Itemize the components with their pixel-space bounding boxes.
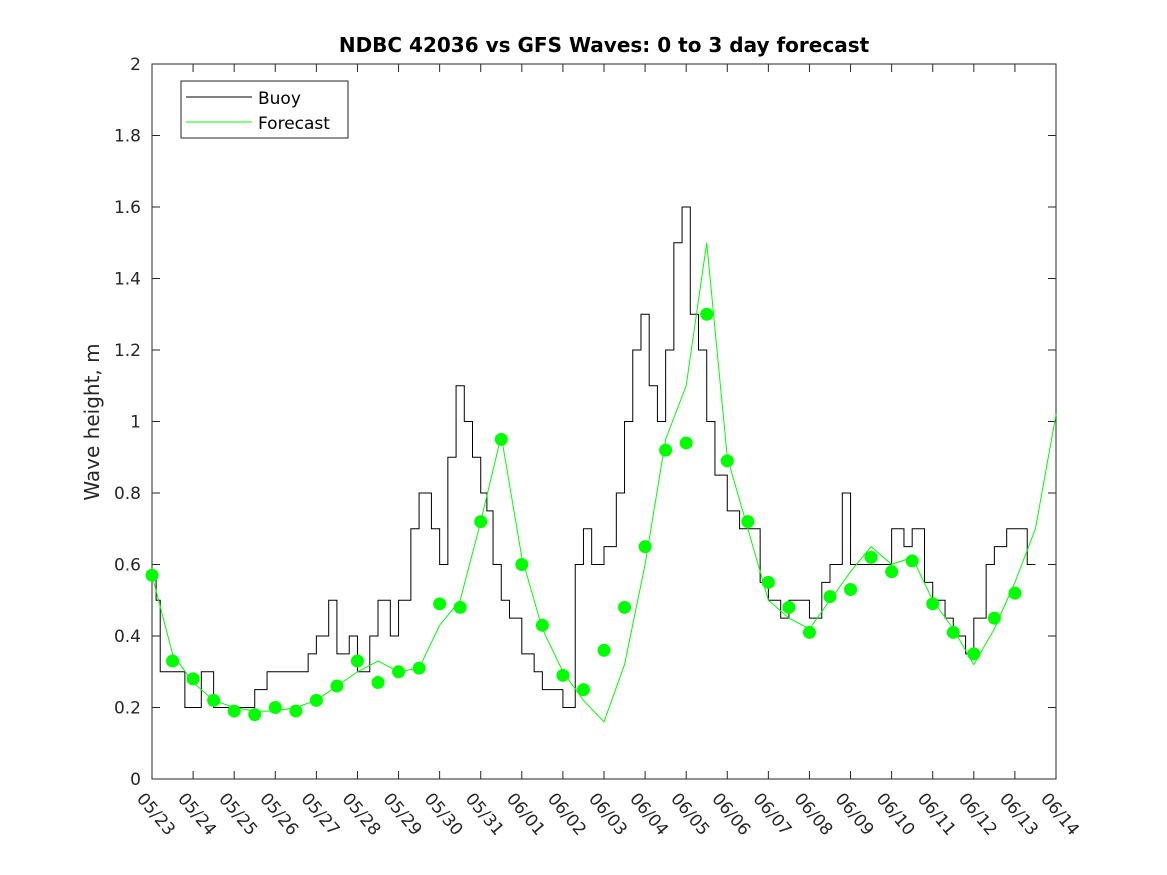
x-tick-label: 06/11 [913, 789, 960, 839]
x-tick-label: 06/02 [543, 789, 590, 839]
x-tick-label: 05/31 [461, 789, 508, 839]
x-tick-label: 06/13 [995, 789, 1042, 839]
forecast-marker [474, 515, 488, 529]
forecast-marker [946, 625, 960, 639]
forecast-marker [576, 683, 590, 697]
x-tick-label: 06/09 [831, 789, 878, 839]
forecast-marker [823, 590, 837, 604]
y-tick-label: 0.6 [114, 556, 141, 576]
y-tick-label: 0.2 [114, 699, 141, 719]
forecast-marker [309, 693, 323, 707]
x-tick-label: 06/04 [625, 789, 672, 839]
y-tick-label: 1.2 [114, 341, 141, 361]
forecast-marker [864, 550, 878, 564]
forecast-marker [802, 625, 816, 639]
legend: Buoy Forecast [180, 80, 349, 139]
forecast-marker [186, 672, 200, 686]
forecast-marker [844, 583, 858, 597]
x-tick-label: 05/24 [173, 789, 220, 839]
legend-label-buoy: Buoy [258, 89, 301, 109]
chart-title: NDBC 42036 vs GFS Waves: 0 to 3 day fore… [339, 33, 870, 57]
forecast-marker [289, 704, 303, 718]
forecast-marker [145, 568, 159, 582]
forecast-marker [597, 643, 611, 657]
forecast-marker [494, 432, 508, 446]
forecast-marker [166, 654, 180, 668]
x-tick-label: 06/07 [749, 789, 796, 839]
plot-area: 00.20.40.60.811.21.41.61.8205/2305/2405/… [114, 55, 1083, 840]
series-line-forecast [151, 242, 1057, 723]
forecast-marker [885, 565, 899, 579]
y-tick-label: 1 [130, 413, 141, 433]
forecast-marker [412, 661, 426, 675]
forecast-marker [453, 600, 467, 614]
forecast-marker [556, 668, 570, 682]
forecast-marker [392, 665, 406, 679]
y-tick-label: 0.8 [114, 484, 141, 504]
forecast-marker [905, 554, 919, 568]
forecast-marker [207, 693, 221, 707]
y-tick-label: 0.4 [114, 627, 141, 647]
x-tick-label: 05/28 [338, 789, 385, 839]
forecast-marker [926, 597, 940, 611]
forecast-marker [659, 443, 673, 457]
series-line-buoy [152, 206, 1036, 708]
forecast-marker [782, 600, 796, 614]
forecast-marker [248, 708, 262, 722]
y-tick-label: 0 [130, 770, 141, 790]
x-tick-label: 06/08 [790, 789, 837, 839]
forecast-marker [1008, 586, 1022, 600]
x-tick-label: 05/23 [132, 789, 179, 839]
x-tick-label: 05/26 [255, 789, 302, 839]
forecast-marker [350, 654, 364, 668]
y-tick-label: 1.4 [114, 270, 141, 290]
forecast-marker [433, 597, 447, 611]
y-axis-label: Wave height, m [80, 343, 104, 500]
x-tick-label: 06/14 [1036, 789, 1083, 839]
forecast-marker [741, 515, 755, 529]
forecast-marker [638, 540, 652, 554]
x-tick-label: 06/03 [584, 789, 631, 839]
x-tick-label: 05/27 [297, 789, 344, 839]
forecast-marker [535, 618, 549, 632]
y-tick-label: 1.6 [114, 198, 141, 218]
forecast-marker [700, 307, 714, 321]
forecast-marker [761, 575, 775, 589]
forecast-marker [268, 701, 282, 714]
forecast-marker [330, 679, 344, 693]
x-tick-label: 06/10 [872, 789, 919, 839]
forecast-marker [515, 558, 529, 571]
forecast-marker [679, 436, 693, 450]
forecast-marker [987, 611, 1001, 625]
legend-label-forecast: Forecast [258, 114, 330, 134]
forecast-marker [967, 647, 981, 661]
x-tick-label: 05/25 [214, 789, 261, 839]
y-tick-label: 1.8 [114, 127, 141, 147]
x-tick-label: 05/29 [379, 789, 426, 839]
forecast-marker [371, 675, 385, 689]
x-tick-label: 06/01 [502, 789, 549, 839]
x-tick-label: 05/30 [420, 789, 467, 839]
x-tick-label: 06/12 [954, 789, 1001, 839]
y-tick-label: 2 [130, 55, 141, 75]
legend-box [180, 80, 349, 139]
x-tick-label: 06/05 [666, 789, 713, 839]
forecast-marker [227, 704, 241, 718]
forecast-marker [618, 600, 632, 614]
forecast-marker [720, 454, 734, 468]
x-tick-label: 06/06 [707, 789, 754, 839]
